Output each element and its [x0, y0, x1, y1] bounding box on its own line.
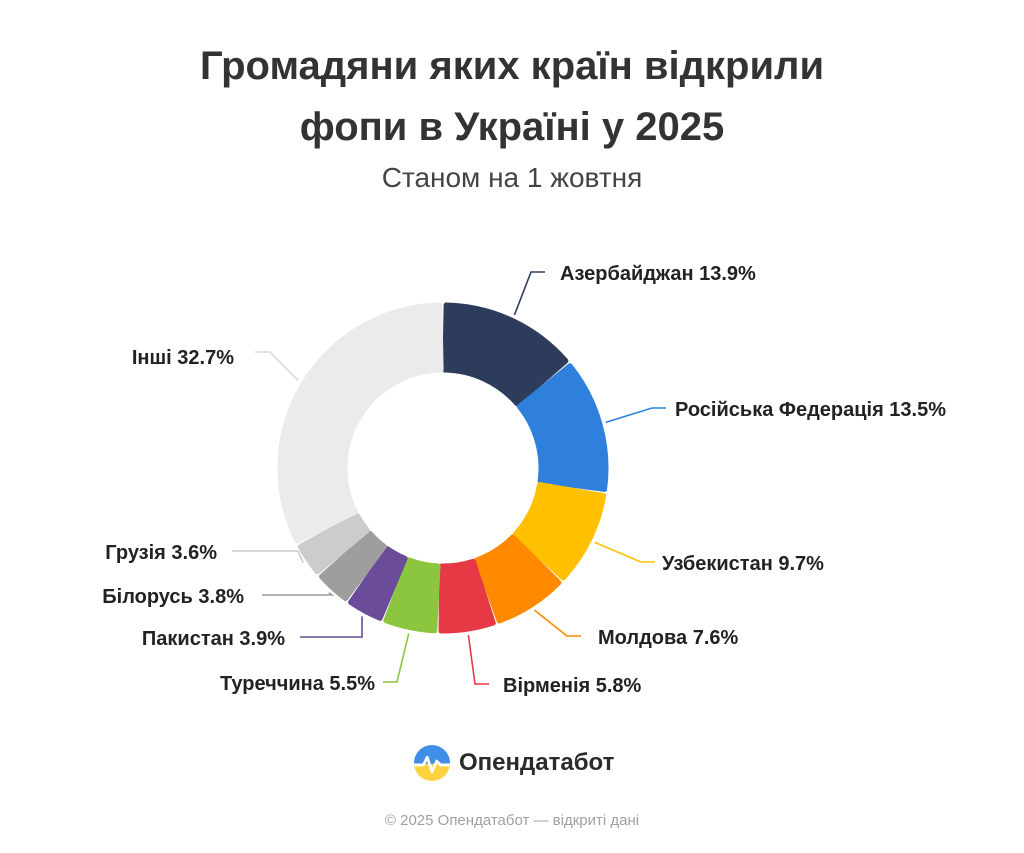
slice-молдова: [474, 534, 562, 624]
leader-line-молдова: [533, 609, 581, 637]
leader-line-білорусь: [262, 592, 335, 596]
opendatabot-logo-icon: [413, 744, 451, 782]
slice-російська-федерація: [516, 363, 609, 492]
slice-пакистан: [348, 546, 408, 621]
leader-line-пакистан: [300, 616, 363, 638]
slice-узбекистан: [512, 482, 607, 581]
slice-туреччина: [383, 557, 441, 634]
slice-інші: [277, 302, 444, 544]
slice-label-пакистан: Пакистан 3.9%: [142, 628, 285, 650]
leader-line-азербайджан: [513, 271, 545, 316]
slice-label-азербайджан: Азербайджан 13.9%: [560, 263, 756, 285]
leader-line-інші: [255, 351, 299, 382]
chart-title-line-1: Громадяни яких країн відкрили: [199, 44, 825, 88]
slice-label-вірменія: Вірменія 5.8%: [503, 675, 642, 697]
footer-copyright: © 2025 Опендатабот — відкриті дані: [384, 812, 640, 829]
slice-label-грузія: Грузія 3.6%: [105, 542, 217, 564]
slice-грузія: [297, 512, 370, 575]
slice-білорусь: [318, 530, 387, 602]
brand: Опендатабот: [413, 743, 614, 783]
chart-subtitle: Станом на 1 жовтня: [381, 162, 643, 193]
leader-line-узбекистан: [594, 541, 655, 563]
slice-азербайджан: [442, 302, 569, 407]
brand-name: Опендатабот: [459, 749, 615, 776]
chart-title: Громадяни яких країн відкрили фопи в Укр…: [0, 36, 1024, 158]
chart-title-line-2: фопи в Україні у 2025: [299, 105, 725, 149]
slice-label-туреччина: Туреччина 5.5%: [220, 673, 375, 695]
leader-line-російська-федерація: [605, 407, 666, 424]
slice-label-узбекистан: Узбекистан 9.7%: [662, 553, 824, 575]
slice-вірменія: [438, 558, 496, 634]
leader-line-туреччина: [383, 633, 410, 683]
leader-line-вірменія: [467, 634, 489, 685]
slice-label-молдова: Молдова 7.6%: [598, 627, 739, 649]
slice-label-білорусь: Білорусь 3.8%: [102, 586, 244, 608]
slice-label-російська-федерація: Російська Федерація 13.5%: [675, 399, 946, 421]
slice-label-інші: Інші 32.7%: [132, 347, 234, 369]
leader-line-грузія: [232, 550, 304, 564]
